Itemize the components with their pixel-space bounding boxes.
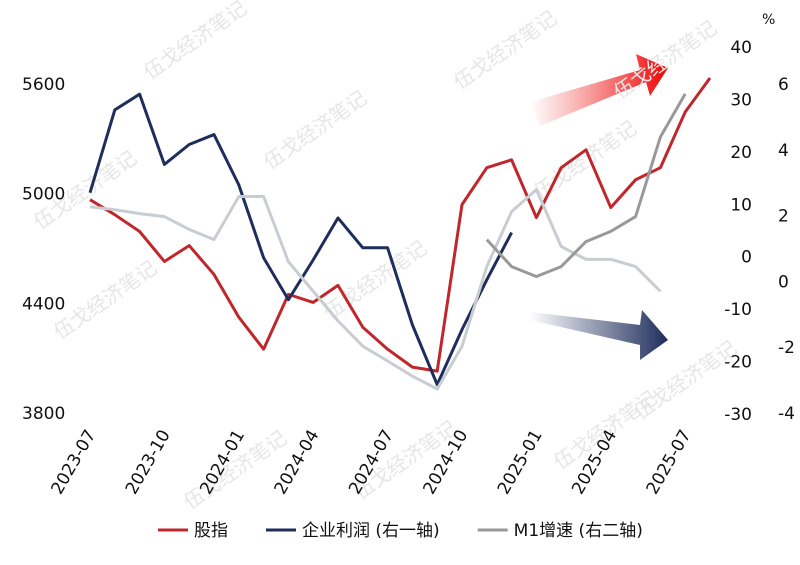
watermark: 伍戈经济笔记 (609, 16, 721, 104)
watermark: 伍戈经济笔记 (259, 86, 371, 174)
watermark: 伍戈经济笔记 (449, 6, 561, 94)
y3-tick-label: 4 (778, 141, 789, 161)
y2-tick-label: 20 (730, 143, 752, 163)
up-arrow (530, 54, 668, 126)
line (89, 188, 662, 391)
y2-tick-label: -30 (724, 405, 752, 425)
line (88, 92, 513, 387)
y-tick-label: 5000 (22, 185, 65, 205)
line (485, 93, 687, 278)
y2-unit: % (762, 12, 775, 28)
y2-tick-label: -10 (724, 300, 752, 320)
x-tick-label: 2025-01 (494, 427, 547, 499)
line (89, 77, 712, 373)
y3-tick-label: -4 (778, 404, 795, 424)
y3-tick-label: 6 (778, 75, 789, 95)
y3-tick-label: 0 (778, 272, 789, 292)
y2-tick-label: 0 (741, 248, 752, 268)
legend-label: 企业利润 (右一轴) (302, 521, 440, 541)
y-tick-label: 5600 (22, 75, 65, 95)
legend-label: M1增速 (右二轴) (514, 521, 643, 541)
x-tick-label: 2025-07 (643, 427, 696, 499)
y2-tick-label: -20 (724, 353, 752, 373)
y3-tick-label: 2 (778, 207, 789, 227)
y2-tick-label: 10 (730, 195, 752, 215)
y-tick-label: 4400 (22, 294, 65, 314)
watermark: 伍戈经济笔记 (49, 256, 161, 344)
legend-label: 股指 (194, 521, 228, 541)
y3-tick-label: -2 (778, 338, 795, 358)
y-tick-label: 3800 (22, 404, 65, 424)
y2-tick-label: 40 (730, 38, 752, 58)
watermark: 伍戈经济笔记 (139, 0, 251, 84)
x-tick-label: 2023-07 (47, 427, 100, 499)
y2-tick-label: 30 (730, 90, 752, 110)
down-arrow (530, 310, 668, 360)
x-tick-label: 2023-10 (122, 427, 175, 499)
